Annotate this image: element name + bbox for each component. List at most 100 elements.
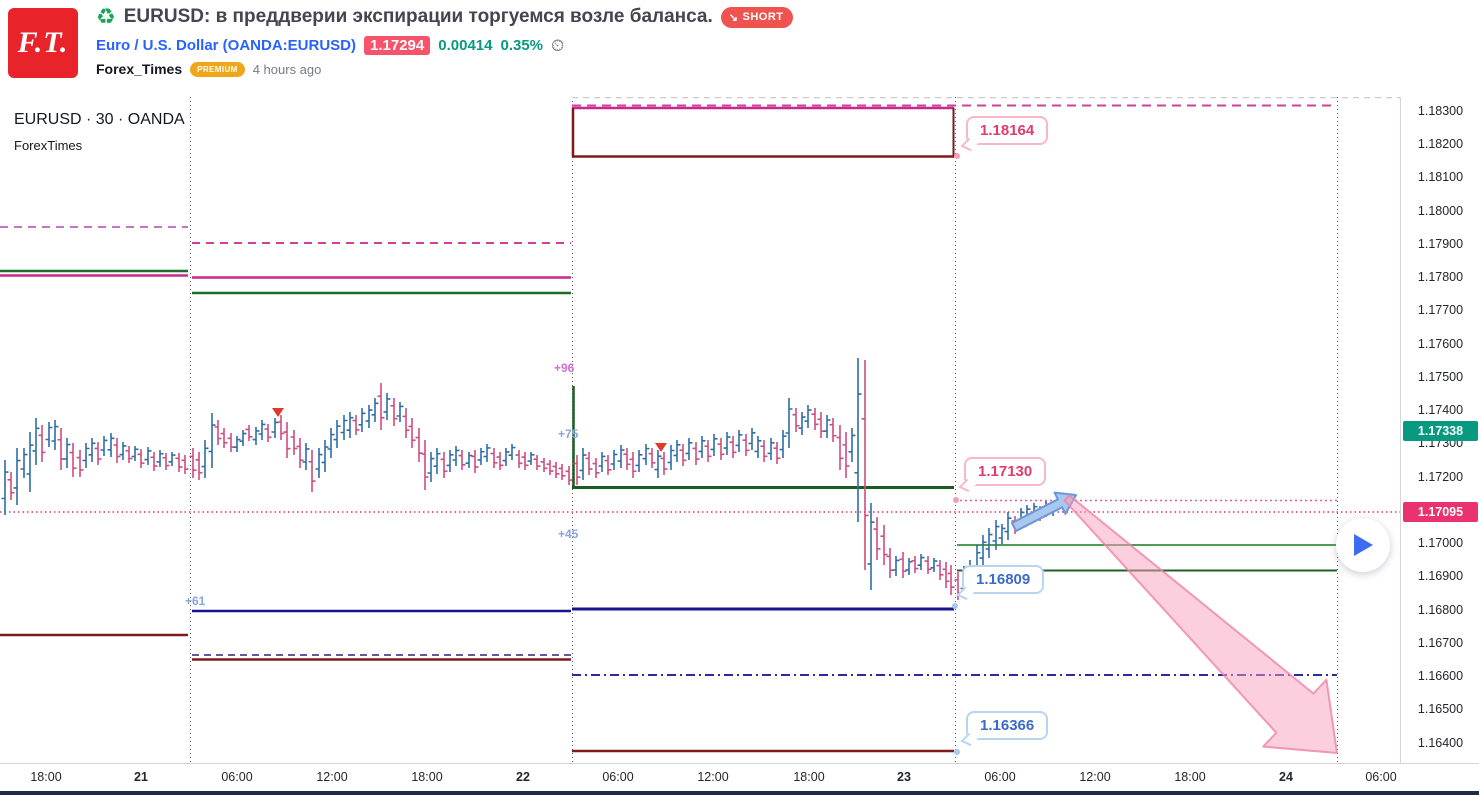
bottom-strip [0, 791, 1479, 795]
author-name-link[interactable]: Forex_Times [96, 61, 183, 77]
ohlc-bar [692, 442, 700, 465]
ohlc-bar [785, 398, 793, 448]
ohlc-bar [352, 415, 360, 435]
ohlc-bar [502, 448, 510, 466]
author-avatar[interactable]: F.T. [8, 8, 78, 78]
ohlc-bar [735, 430, 743, 452]
ohlc-bar [579, 448, 587, 480]
ohlc-bar [635, 450, 643, 472]
ohlc-bar [321, 440, 329, 472]
ohlc-bar [427, 452, 435, 482]
price-tick-label: 1.17800 [1417, 270, 1464, 284]
ohlc-bar [20, 448, 28, 478]
time-tick-label: 18:00 [1174, 770, 1206, 784]
ohlc-bar [239, 430, 247, 446]
time-axis[interactable]: 18:00 21 06:00 12:00 18:00 22 06:00 12:00 18:00 2… [0, 763, 1400, 791]
ohlc-bar [748, 428, 756, 450]
time-tick-label: 22 [516, 770, 530, 784]
ohlc-bar [729, 436, 737, 458]
ohlc-bar [13, 448, 21, 505]
play-icon [1354, 534, 1373, 556]
ohlc-bar [100, 436, 108, 456]
ohlc-bar [667, 445, 675, 470]
price-callout[interactable]: 1.17130 [958, 457, 1047, 492]
ohlc-bar [685, 438, 693, 460]
sell-marker-icon [272, 408, 284, 417]
recycle-icon: ♻ [96, 4, 116, 29]
chart-area[interactable]: EURUSD · 30 · OANDA ForexTimes 1.18164 1.… [0, 97, 1400, 763]
ohlc-bar [333, 420, 341, 448]
ohlc-bar [446, 450, 454, 472]
time-tick-label: 06:00 [1365, 770, 1397, 784]
price-callout[interactable]: 1.18164 [960, 116, 1049, 151]
ohlc-bar [88, 438, 96, 462]
ohlc-bar [271, 418, 279, 438]
play-button[interactable] [1336, 518, 1390, 572]
ohlc-bar [598, 452, 606, 472]
ohlc-bar [131, 446, 139, 461]
ohlc-bar [458, 450, 466, 470]
ohlc-bar [377, 383, 385, 430]
ohlc-bar [704, 440, 712, 462]
ohlc-bar [905, 558, 913, 575]
price-tick-label: 1.18200 [1417, 137, 1464, 151]
time-tick-label: 18:00 [411, 770, 443, 784]
price-callout[interactable]: 1.16366 [960, 711, 1049, 746]
ohlc-bar [998, 524, 1006, 544]
ohlc-bar [1004, 512, 1012, 540]
ohlc-bar [76, 450, 84, 477]
ohlc-bar [842, 432, 850, 478]
add-alert-icon[interactable]: ⏲ [551, 36, 565, 55]
chart-canvas[interactable] [0, 97, 1400, 763]
price-tick-label: 1.17700 [1417, 303, 1464, 317]
axis-corner [1400, 763, 1479, 791]
ohlc-bar [340, 415, 348, 440]
ohlc-bar [565, 466, 573, 485]
ohlc-bar [773, 442, 781, 464]
ohlc-bar [698, 436, 706, 458]
ohlc-bar [82, 443, 90, 468]
ohlc-bar [873, 517, 881, 560]
ohlc-bar [742, 434, 750, 456]
callout-anchor-dot [952, 603, 958, 609]
ohlc-bar [552, 462, 560, 478]
price-tick-label: 1.17900 [1417, 237, 1464, 251]
ohlc-bar [546, 460, 554, 475]
ohlc-bar [604, 455, 612, 475]
ohlc-bar [861, 360, 869, 570]
ohlc-bar [836, 425, 844, 470]
time-tick-label: 18:00 [30, 770, 62, 784]
ohlc-bar [471, 450, 479, 473]
ohlc-bar [258, 420, 266, 440]
idea-header: F.T. ♻ EURUSD: в преддверии экспирации т… [0, 0, 1479, 97]
ohlc-bar [673, 440, 681, 462]
ohlc-bar [767, 438, 775, 460]
pink-down-arrow[interactable] [1063, 494, 1338, 754]
ohlc-bar [63, 438, 71, 468]
symbol-link[interactable]: Euro / U.S. Dollar (OANDA:EURUSD) [96, 37, 357, 54]
ohlc-bar [162, 453, 170, 470]
idea-title: EURUSD: в преддверии экспирации торгуемс… [123, 6, 713, 27]
ohlc-bar [723, 432, 731, 455]
ohlc-bar [848, 428, 856, 462]
time-tick-label: 21 [134, 770, 148, 784]
price-tick-label: 1.16700 [1417, 636, 1464, 650]
ohlc-bar [617, 445, 625, 468]
ohlc-bar [201, 440, 209, 478]
ohlc-bar [540, 458, 548, 472]
ohlc-bar [558, 464, 566, 480]
ohlc-bar [1, 460, 9, 515]
symbol-row: Euro / U.S. Dollar (OANDA:EURUSD) 1.1729… [96, 36, 564, 55]
ohlc-bar [408, 418, 416, 448]
ohlc-bar [327, 428, 335, 458]
ohlc-bar [610, 450, 618, 470]
ohlc-bar [189, 448, 197, 478]
price-axis[interactable]: 1.18300 1.18200 1.18100 1.18000 1.17900 1.178… [1400, 97, 1479, 791]
time-tick-label: 06:00 [984, 770, 1016, 784]
ohlc-bar [496, 452, 504, 470]
price-callout[interactable]: 1.16809 [956, 565, 1045, 600]
ohlc-bar [156, 450, 164, 467]
blue-up-arrow[interactable] [1010, 491, 1077, 532]
ohlc-bar [302, 443, 310, 470]
ohlc-bar [181, 455, 189, 474]
